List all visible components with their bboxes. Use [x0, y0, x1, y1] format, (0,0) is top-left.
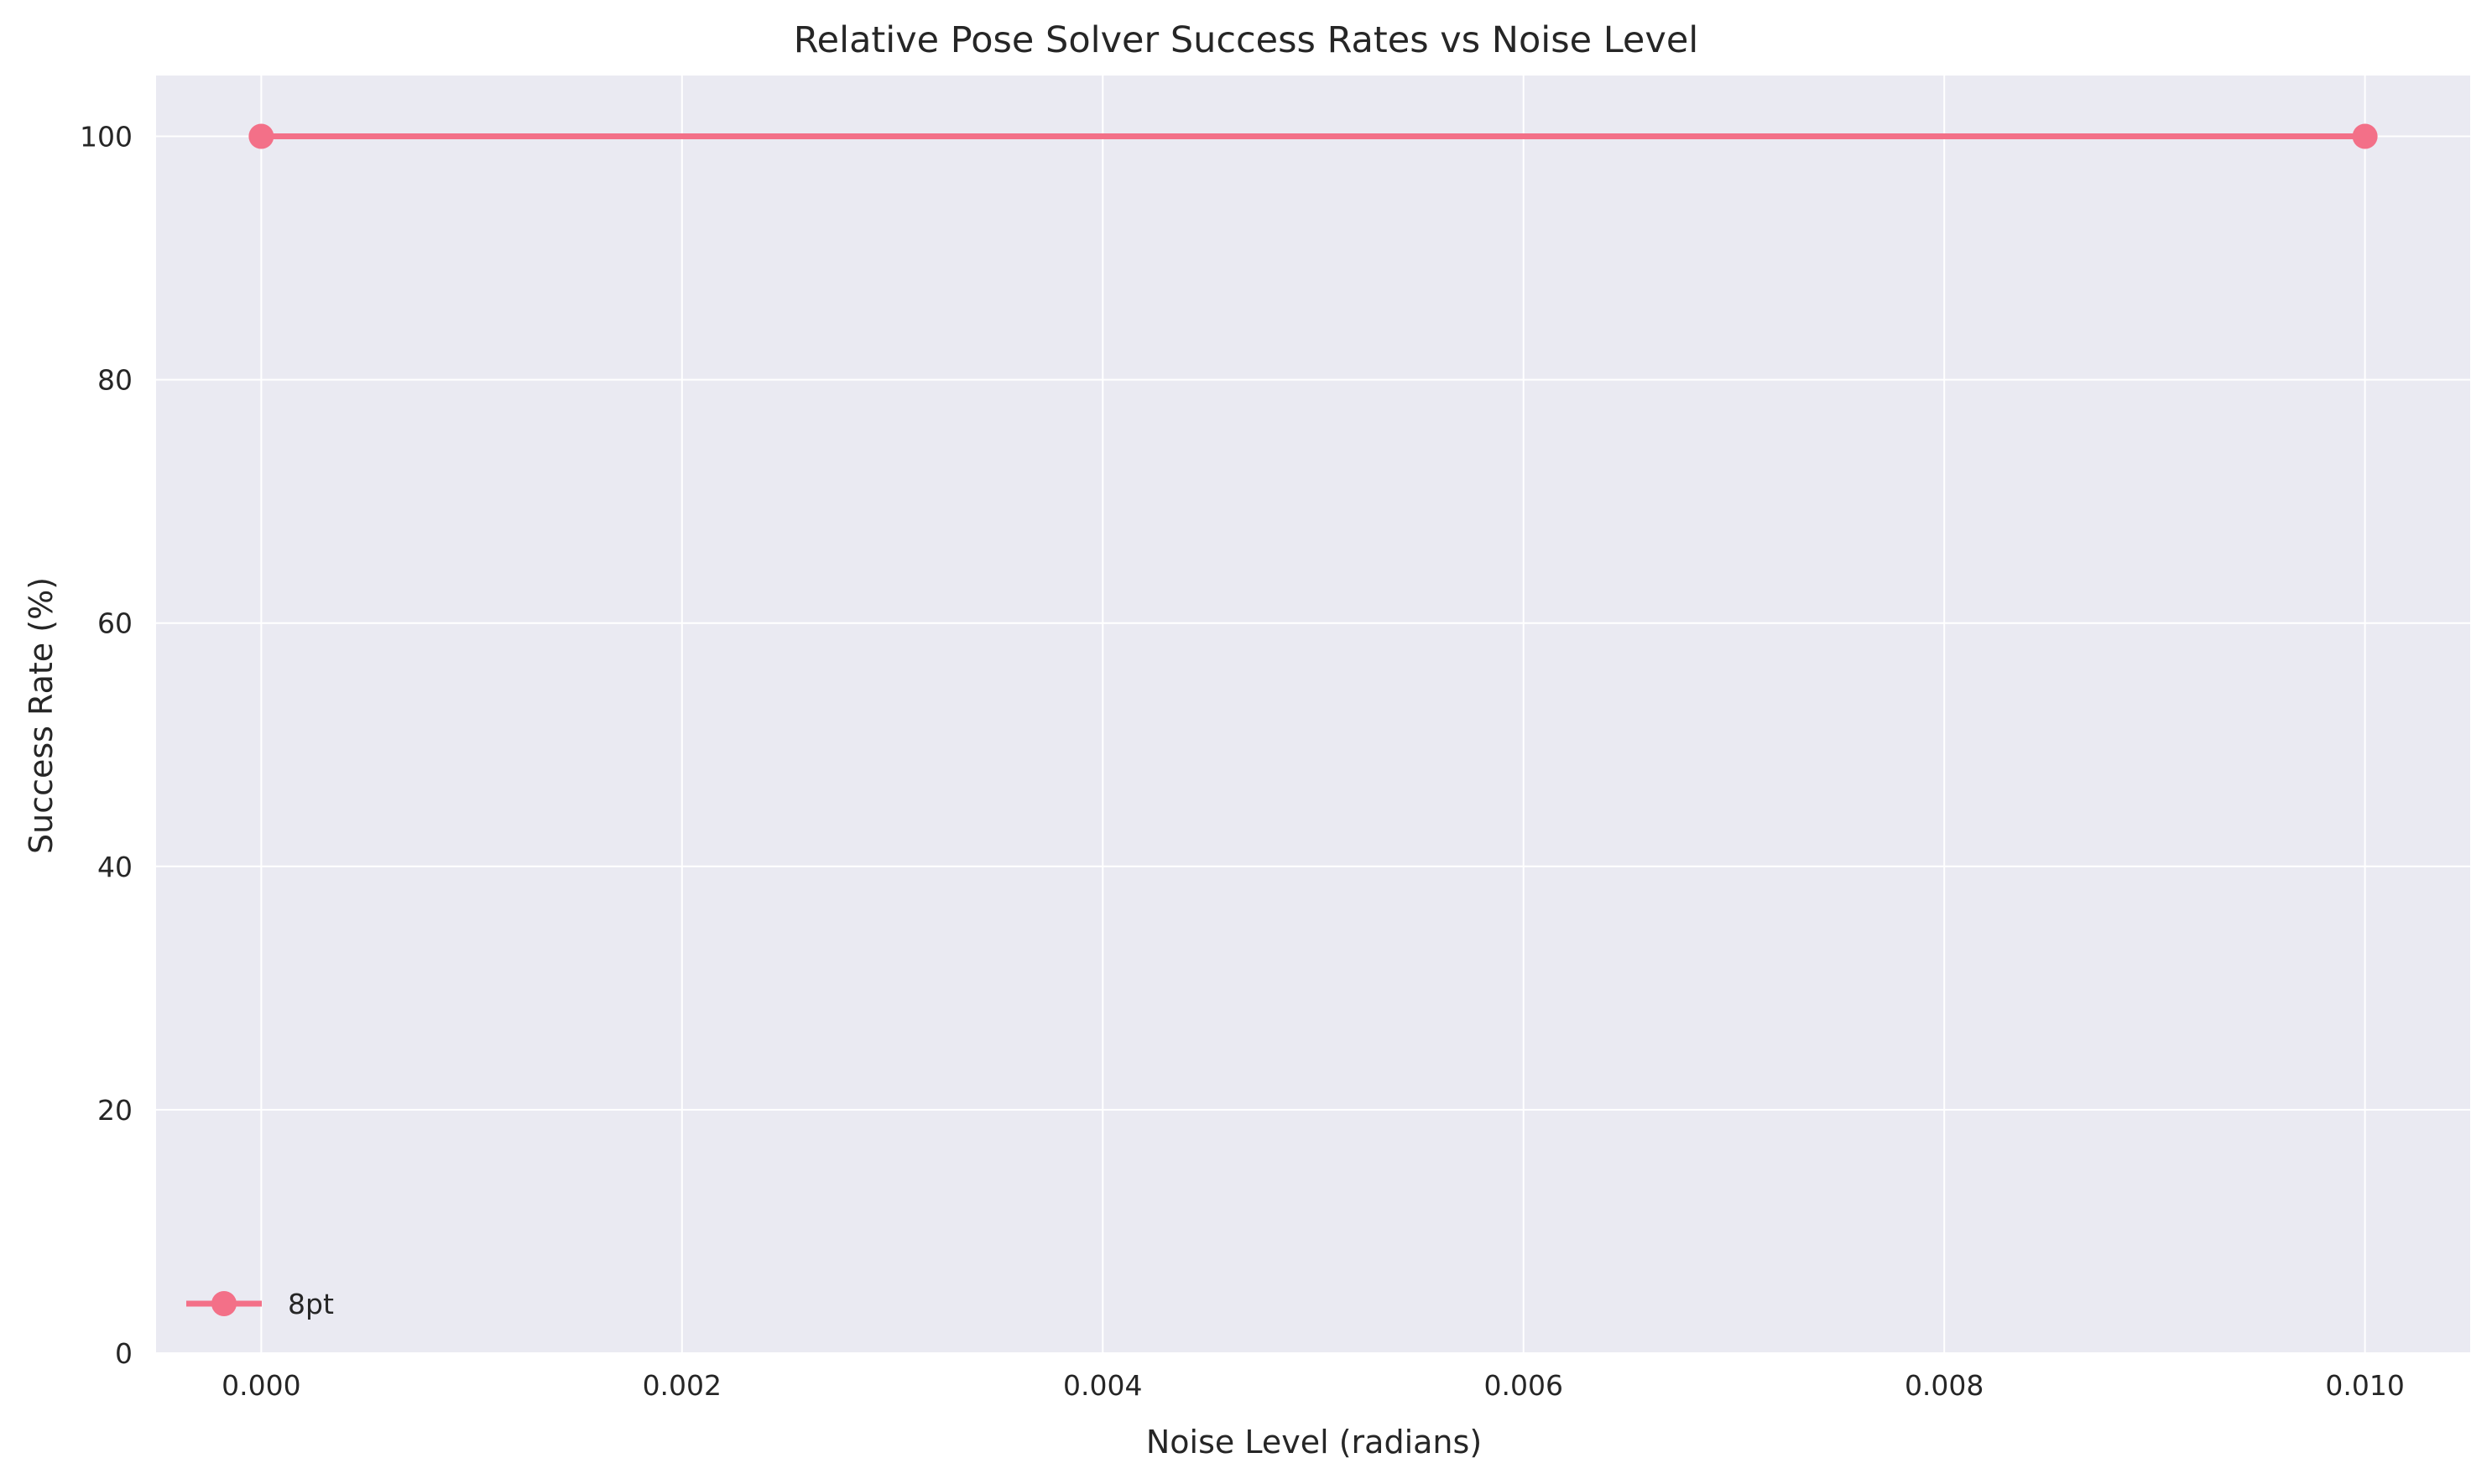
- y-tick-label: 20: [97, 1094, 133, 1127]
- x-tick-label: 0.002: [643, 1369, 722, 1402]
- legend-marker: [211, 1291, 237, 1316]
- data-point: [248, 123, 274, 149]
- series-layer: [248, 123, 2378, 149]
- x-tick-label: 0.006: [1483, 1369, 1562, 1402]
- x-tick-label: 0.008: [1905, 1369, 1984, 1402]
- x-tick-label: 0.010: [2325, 1369, 2404, 1402]
- x-tick-label: 0.000: [222, 1369, 300, 1402]
- grid: [156, 76, 2470, 1354]
- data-point: [2352, 123, 2378, 149]
- y-axis-ticks: 0 20 40 60 80 100: [80, 121, 133, 1370]
- plot-area: [156, 76, 2470, 1353]
- x-axis-label: Noise Level (radians): [1146, 1424, 1482, 1461]
- y-tick-label: 0: [115, 1337, 133, 1370]
- y-tick-label: 60: [97, 607, 133, 640]
- y-tick-label: 40: [97, 851, 133, 883]
- x-tick-label: 0.004: [1063, 1369, 1142, 1402]
- chart-title: Relative Pose Solver Success Rates vs No…: [794, 19, 1699, 61]
- legend-label: 8pt: [288, 1288, 334, 1320]
- y-axis-label: Success Rate (%): [23, 577, 60, 854]
- y-tick-label: 80: [97, 364, 133, 397]
- x-axis-ticks: 0.000 0.002 0.004 0.006 0.008 0.010: [222, 1369, 2405, 1402]
- y-tick-label: 100: [80, 121, 133, 154]
- legend: 8pt: [186, 1288, 334, 1320]
